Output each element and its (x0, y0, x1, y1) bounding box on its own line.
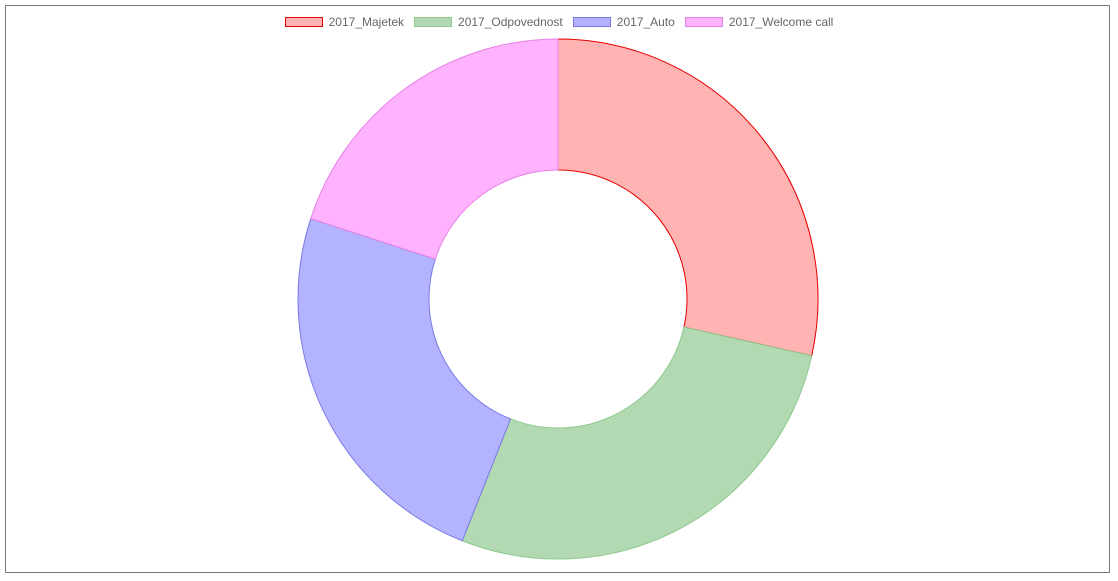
legend-item-majetek[interactable]: 2017_Majetek (284, 15, 405, 29)
legend-swatch-auto (572, 17, 611, 27)
legend-swatch-odpovednost (414, 17, 453, 27)
doughnut-slice-2017-odpovednost[interactable] (461, 326, 813, 560)
chart-legend: 2017_Majetek 2017_Odpovednost 2017_Auto … (0, 15, 1118, 29)
legend-item-odpovednost[interactable]: 2017_Odpovednost (414, 15, 563, 29)
legend-label-auto: 2017_Auto (616, 15, 675, 29)
legend-label-majetek: 2017_Majetek (328, 15, 405, 29)
legend-item-auto[interactable]: 2017_Auto (572, 15, 675, 29)
doughnut-slice-2017-welcome-call[interactable] (310, 38, 559, 260)
legend-swatch-majetek (284, 17, 323, 27)
legend-label-welcome-call: 2017_Welcome call (728, 15, 834, 29)
doughnut-slice-2017-majetek[interactable] (557, 38, 819, 357)
legend-item-welcome-call[interactable]: 2017_Welcome call (684, 15, 834, 29)
legend-label-odpovednost: 2017_Odpovednost (458, 15, 563, 29)
doughnut-slice-2017-auto[interactable] (297, 218, 512, 542)
legend-swatch-welcome-call (684, 17, 723, 27)
